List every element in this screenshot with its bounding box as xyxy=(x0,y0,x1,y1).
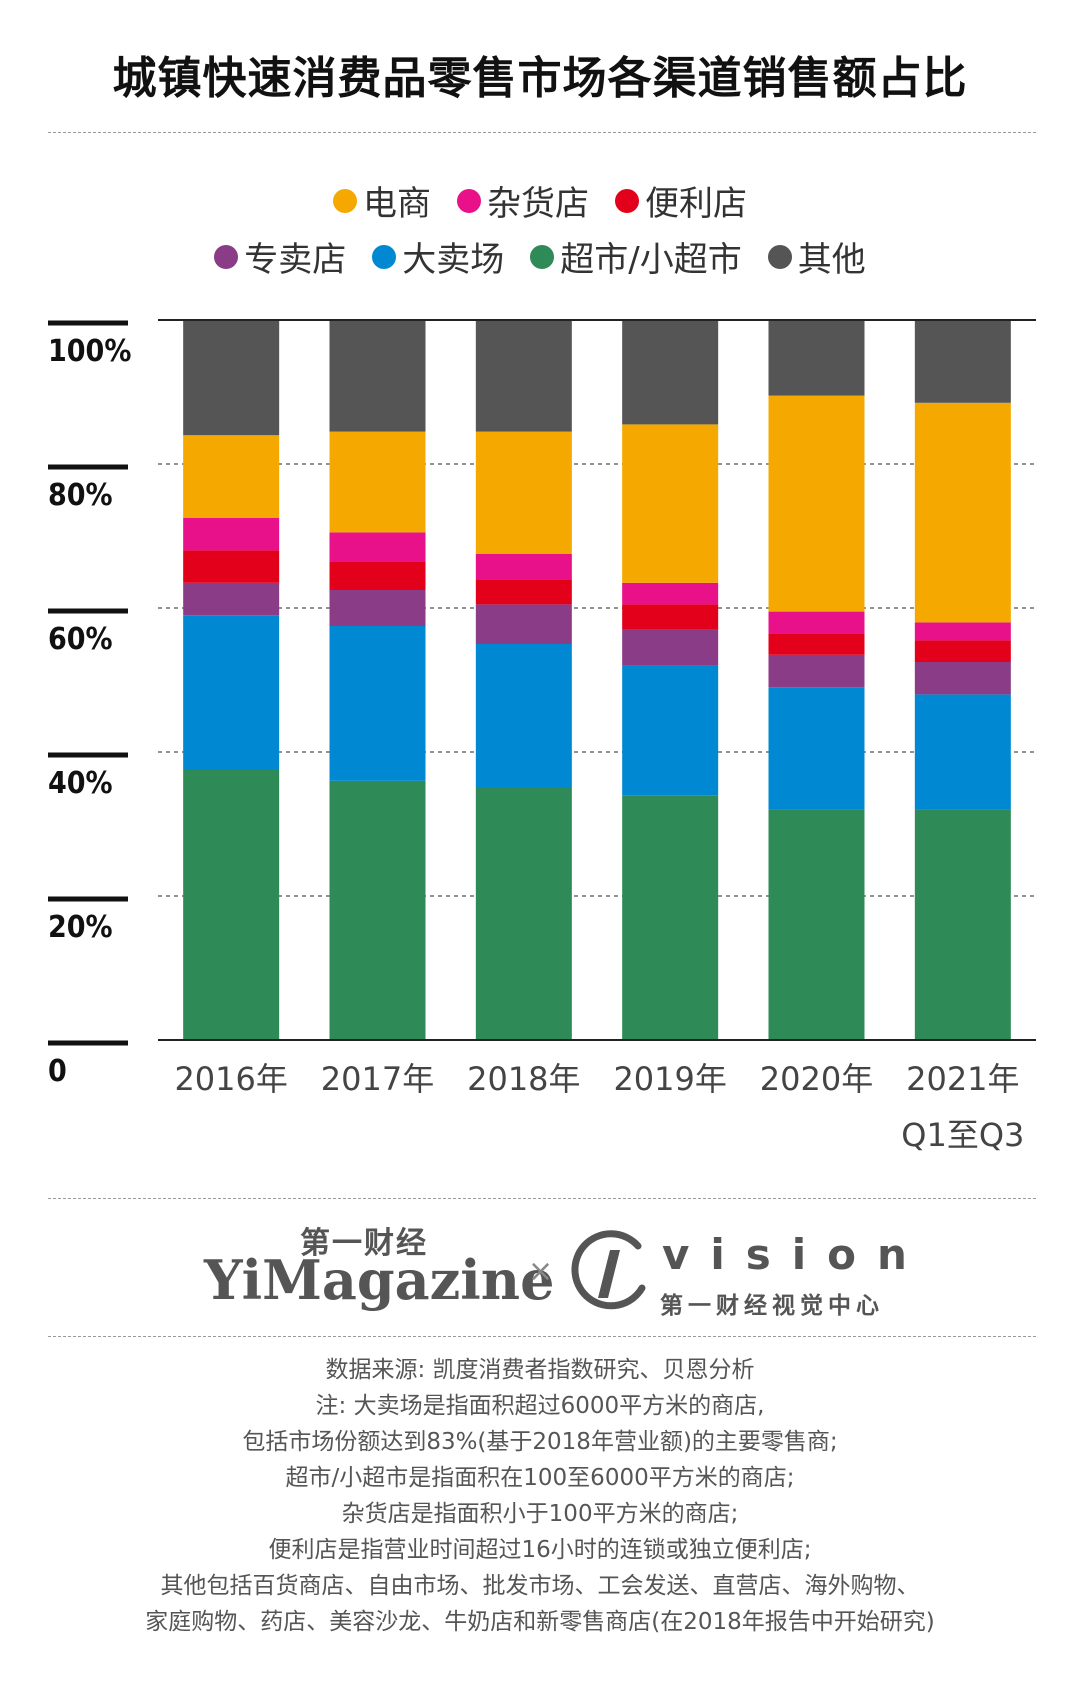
y-tick-label: 60% xyxy=(48,622,113,657)
bar-segment xyxy=(183,615,280,770)
bar-segment xyxy=(329,626,426,781)
bar-segment xyxy=(622,665,719,796)
x-tick-label: 2020年 xyxy=(760,1060,873,1098)
x-tick-label: Q1至Q3 xyxy=(901,1116,1024,1154)
bar-segment xyxy=(329,431,426,533)
bar-segment xyxy=(914,809,1011,1040)
bar-segment xyxy=(914,694,1011,810)
x-tick-label: 2019年 xyxy=(613,1060,726,1098)
legend-item: 专卖店 xyxy=(214,232,346,281)
bar-segment xyxy=(183,435,280,518)
note-line: 家庭购物、药店、美容沙龙、牛奶店和新零售商店(在2018年报告中开始研究) xyxy=(145,1609,935,1635)
bar-segment xyxy=(914,640,1011,662)
legend-row-1: 电商 杂货店 便利店 xyxy=(0,176,1080,225)
bar-segment xyxy=(183,550,280,583)
bar-segment xyxy=(622,320,719,425)
note-line: 便利店是指营业时间超过16小时的连锁或独立便利店; xyxy=(268,1537,812,1563)
bar-segment xyxy=(183,518,280,551)
legend-item: 超市/小超市 xyxy=(530,232,742,281)
note-line: 数据来源: 凯度消费者指数研究、贝恩分析 xyxy=(325,1357,755,1383)
bar-segment xyxy=(329,780,426,1040)
legend-label: 电商 xyxy=(363,184,431,224)
y-tick-label: 100% xyxy=(48,334,131,369)
divider xyxy=(48,1336,1036,1337)
bar-segment xyxy=(622,604,719,630)
bar-segment xyxy=(622,424,719,583)
legend-label: 专卖店 xyxy=(244,240,347,280)
bar-segment xyxy=(768,395,865,612)
bar-segment xyxy=(914,622,1011,641)
legend-dot-icon xyxy=(767,244,792,269)
yimagazine-logo: YiMagazine xyxy=(204,1248,555,1312)
bar-segment xyxy=(768,611,865,634)
legend-item: 电商 xyxy=(333,176,431,225)
divider xyxy=(48,1198,1036,1199)
bar-segment xyxy=(768,809,865,1040)
legend-label: 杂货店 xyxy=(487,184,589,224)
bar-segment xyxy=(475,579,572,605)
times-icon: × xyxy=(528,1254,554,1289)
bar-segment xyxy=(475,788,572,1040)
x-tick-label: 2017年 xyxy=(321,1060,434,1098)
legend-label: 便利店 xyxy=(645,184,747,224)
legend-dot-icon xyxy=(530,244,555,269)
y-tick-label: 80% xyxy=(48,478,113,513)
chart-title: 城镇快速消费品零售市场各渠道销售额占比 xyxy=(112,53,968,104)
legend-dot-icon xyxy=(457,188,481,213)
bar-segment xyxy=(622,795,719,1040)
bar-segment xyxy=(768,320,865,396)
legend-item: 其他 xyxy=(767,232,866,281)
bar-segment xyxy=(475,604,572,644)
bar-segment xyxy=(768,687,865,810)
bar-segment xyxy=(183,770,280,1040)
yimagazine-cn-logo: 第一财经 xyxy=(300,1226,428,1261)
bar-segment xyxy=(622,629,719,666)
bar-segment xyxy=(768,654,865,688)
x-tick-label: 2016年 xyxy=(174,1060,287,1098)
bar-segment xyxy=(768,633,865,655)
legend-dot-icon xyxy=(372,244,397,269)
legend-item: 便利店 xyxy=(615,176,747,225)
source-notes: 数据来源: 凯度消费者指数研究、贝恩分析 注: 大卖场是指面积超过6000平方米… xyxy=(0,1352,1080,1640)
bar-segment xyxy=(329,532,426,562)
y-tick-label: 20% xyxy=(48,910,113,945)
bar-segment xyxy=(914,662,1011,695)
bar-segment xyxy=(622,582,719,605)
footer-logos: 第一财经 YiMagazine × vision 第一财经视觉中心 xyxy=(0,1218,1080,1338)
vision-logo-icon xyxy=(571,1230,646,1310)
note-line: 包括市场份额达到83%(基于2018年营业额)的主要零售商; xyxy=(242,1429,838,1455)
bar-segment xyxy=(329,590,426,626)
bar-segment xyxy=(183,320,280,436)
bar-segment xyxy=(914,402,1011,623)
legend-label: 大卖场 xyxy=(402,240,505,280)
note-line: 杂货店是指面积小于100平方米的商店; xyxy=(341,1501,739,1527)
stacked-bar-chart: 0 20% 40% 60% 80% 100% 2016年 2017年 2018年 2019年 202… xyxy=(48,319,1036,1154)
bar-segment xyxy=(329,561,426,590)
x-tick-label: 2018年 xyxy=(467,1060,580,1098)
legend-dot-icon xyxy=(333,188,357,213)
legend-item: 大卖场 xyxy=(372,232,504,281)
legend-label: 其他 xyxy=(797,240,866,280)
bar-segment xyxy=(329,320,426,432)
legend-item: 杂货店 xyxy=(457,176,589,225)
bar-segment xyxy=(914,320,1011,403)
vision-wordmark: vision xyxy=(662,1230,928,1279)
legend-label: 超市/小超市 xyxy=(560,240,742,280)
legend-dot-icon xyxy=(615,188,639,213)
note-line: 注: 大卖场是指面积超过6000平方米的商店, xyxy=(315,1393,765,1419)
x-tick-label: 2021年 xyxy=(906,1060,1019,1098)
bar-segment xyxy=(475,431,572,554)
vision-cn-name: 第一财经视觉中心 xyxy=(660,1293,884,1319)
divider xyxy=(48,132,1036,133)
note-line: 其他包括百货商店、自由市场、批发市场、工会发送、直营店、海外购物、 xyxy=(160,1573,920,1599)
bar-segment xyxy=(475,320,572,432)
bar-segment xyxy=(475,554,572,580)
note-line: 超市/小超市是指面积在100至6000平方米的商店; xyxy=(285,1465,795,1491)
legend-row-2: 专卖店 大卖场 超市/小超市 其他 xyxy=(0,232,1080,281)
y-tick-label: 0 xyxy=(48,1054,67,1089)
legend-dot-icon xyxy=(214,244,239,269)
y-tick-label: 40% xyxy=(48,766,113,801)
bar-segment xyxy=(183,582,280,616)
bar-segment xyxy=(475,644,572,788)
